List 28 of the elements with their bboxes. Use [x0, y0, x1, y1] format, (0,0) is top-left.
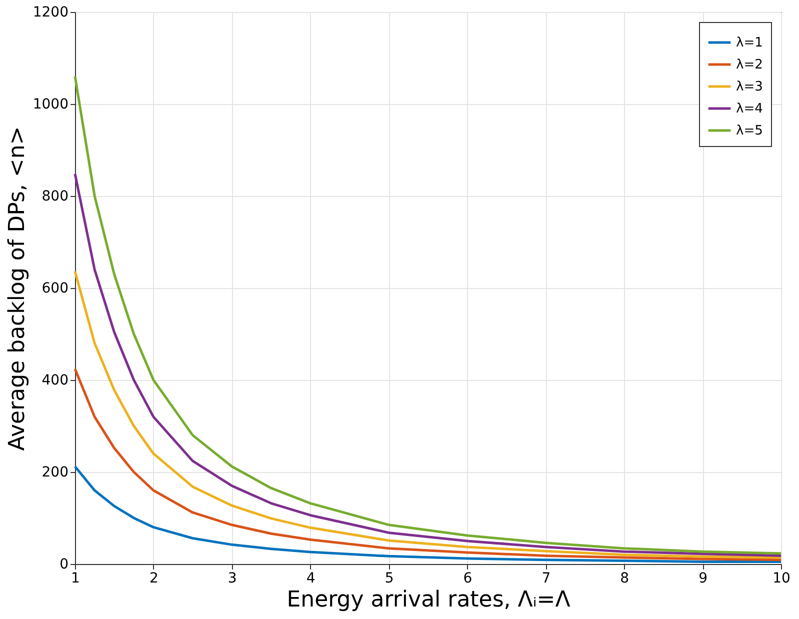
legend-label: λ=2	[736, 58, 763, 72]
x-tick-label: 4	[306, 570, 316, 586]
line-series	[74, 368, 782, 562]
legend-label: λ=5	[736, 124, 763, 138]
y-tick-label: 200	[42, 464, 68, 480]
line-series	[74, 270, 782, 559]
y-tick-label: 800	[42, 188, 68, 204]
legend-label: λ=4	[736, 102, 763, 116]
y-tick-label: 0	[60, 556, 68, 572]
legend-label: λ=3	[736, 80, 763, 94]
y-tick-label: 600	[42, 280, 68, 296]
x-tick-label: 6	[463, 570, 472, 586]
line-series	[74, 75, 782, 555]
y-tick-label: 1200	[32, 4, 68, 20]
line-series	[74, 172, 782, 557]
x-tick-label: 5	[384, 570, 394, 586]
x-tick-label: 3	[228, 570, 237, 586]
x-tick-label: 8	[620, 570, 630, 586]
x-tick-label: 2	[149, 570, 158, 586]
x-tick-label: 1	[71, 570, 80, 586]
x-tick-label: 7	[542, 570, 551, 586]
y-tick-label: 400	[42, 372, 68, 388]
y-axis-title: Average backlog of DPs, <n>	[4, 126, 30, 451]
x-tick-label: 9	[698, 570, 708, 586]
x-axis-title: Energy arrival rates, Λᵢ=Λ	[286, 588, 570, 612]
x-tick-label: 10	[772, 570, 790, 586]
legend-label: λ=1	[736, 36, 763, 50]
y-tick-label: 1000	[32, 96, 68, 112]
